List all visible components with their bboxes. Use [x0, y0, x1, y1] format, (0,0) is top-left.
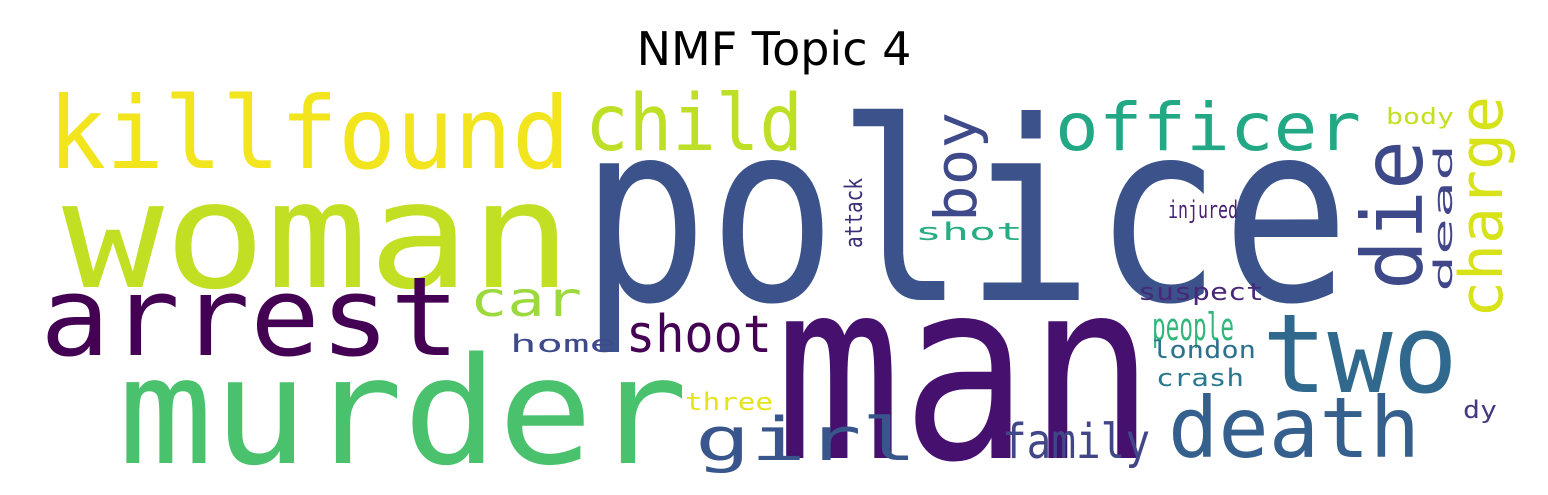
word-home: attack	[840, 178, 868, 248]
word-suspect: suspect	[1138, 278, 1264, 306]
word-three: three	[685, 388, 773, 416]
word-two: two	[1262, 290, 1458, 418]
word-murder: murder	[118, 326, 688, 495]
word-dy: dy	[1463, 396, 1497, 424]
word-family: home	[510, 330, 616, 358]
word-charge: charge	[1447, 96, 1517, 318]
word-london: london	[1152, 336, 1256, 364]
word-die: die	[1344, 140, 1442, 290]
chart-title: NMF Topic 4	[636, 22, 912, 76]
word-police: police	[580, 68, 1350, 359]
word-injured: dead	[1429, 144, 1459, 292]
word-crash: crash	[1156, 364, 1244, 392]
word-dead: shoot	[626, 305, 772, 365]
word-woman: woman	[62, 150, 572, 322]
word-death: death	[1168, 379, 1420, 477]
word-arrest: arrest	[40, 253, 460, 381]
word-shoot: family	[1002, 414, 1150, 470]
word-people: shot	[915, 218, 1023, 246]
word-shot: injured	[1168, 196, 1238, 224]
word-man: man	[775, 226, 1155, 495]
word-child: child	[585, 79, 803, 169]
word-officer: officer	[1055, 89, 1361, 166]
word-attack: girl	[695, 405, 917, 475]
word-car: people	[1152, 305, 1234, 349]
word-boy: boy	[922, 112, 990, 222]
word-killfound: killfound	[48, 75, 570, 192]
word-body: body	[1386, 105, 1454, 130]
word-girl: car	[470, 272, 582, 328]
